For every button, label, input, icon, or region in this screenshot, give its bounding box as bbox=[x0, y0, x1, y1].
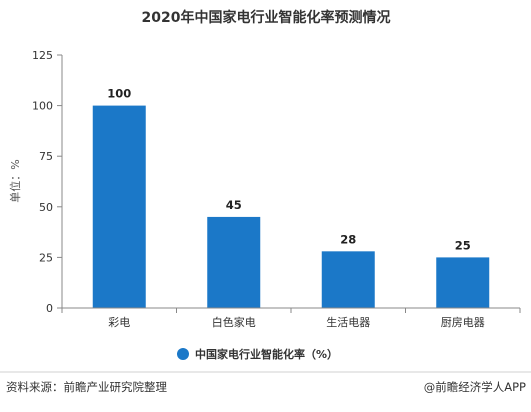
y-tick-group: 0 25 50 75 100 125 bbox=[32, 49, 62, 315]
legend-marker bbox=[177, 348, 189, 360]
footer-source: 资料来源：前瞻产业研究院整理 bbox=[6, 380, 167, 394]
legend: 中国家电行业智能化率（%） bbox=[177, 347, 338, 361]
x-tick-label: 厨房电器 bbox=[441, 316, 485, 329]
x-tick-label: 生活电器 bbox=[326, 315, 370, 329]
x-tick-label: 彩电 bbox=[108, 316, 130, 329]
bar bbox=[321, 251, 375, 308]
bar-value-label: 28 bbox=[340, 232, 356, 246]
chart-title: 2020年中国家电行业智能化率预测情况 bbox=[142, 9, 391, 26]
bar-group: 100 45 28 25 bbox=[92, 87, 490, 308]
y-axis-label: 单位：% bbox=[8, 159, 22, 202]
y-tick-label: 100 bbox=[32, 100, 53, 113]
y-tick-label: 125 bbox=[32, 49, 53, 62]
bar-value-label: 25 bbox=[455, 238, 471, 252]
footer-credit: @前瞻经济学人APP bbox=[424, 380, 526, 394]
legend-label: 中国家电行业智能化率（%） bbox=[195, 347, 338, 361]
bar-value-label: 100 bbox=[107, 87, 131, 101]
y-tick-label: 75 bbox=[39, 150, 53, 163]
bar bbox=[436, 257, 490, 308]
y-tick-label: 25 bbox=[39, 251, 53, 264]
bar bbox=[207, 216, 261, 308]
x-tick-group: 彩电 白色家电 生活电器 厨房电器 bbox=[61, 308, 521, 329]
y-tick-label: 50 bbox=[39, 201, 53, 214]
axes-group bbox=[61, 55, 520, 309]
x-tick-label: 白色家电 bbox=[212, 315, 256, 329]
bar bbox=[92, 105, 146, 308]
y-tick-label: 0 bbox=[46, 302, 53, 315]
bar-value-label: 45 bbox=[226, 198, 242, 212]
